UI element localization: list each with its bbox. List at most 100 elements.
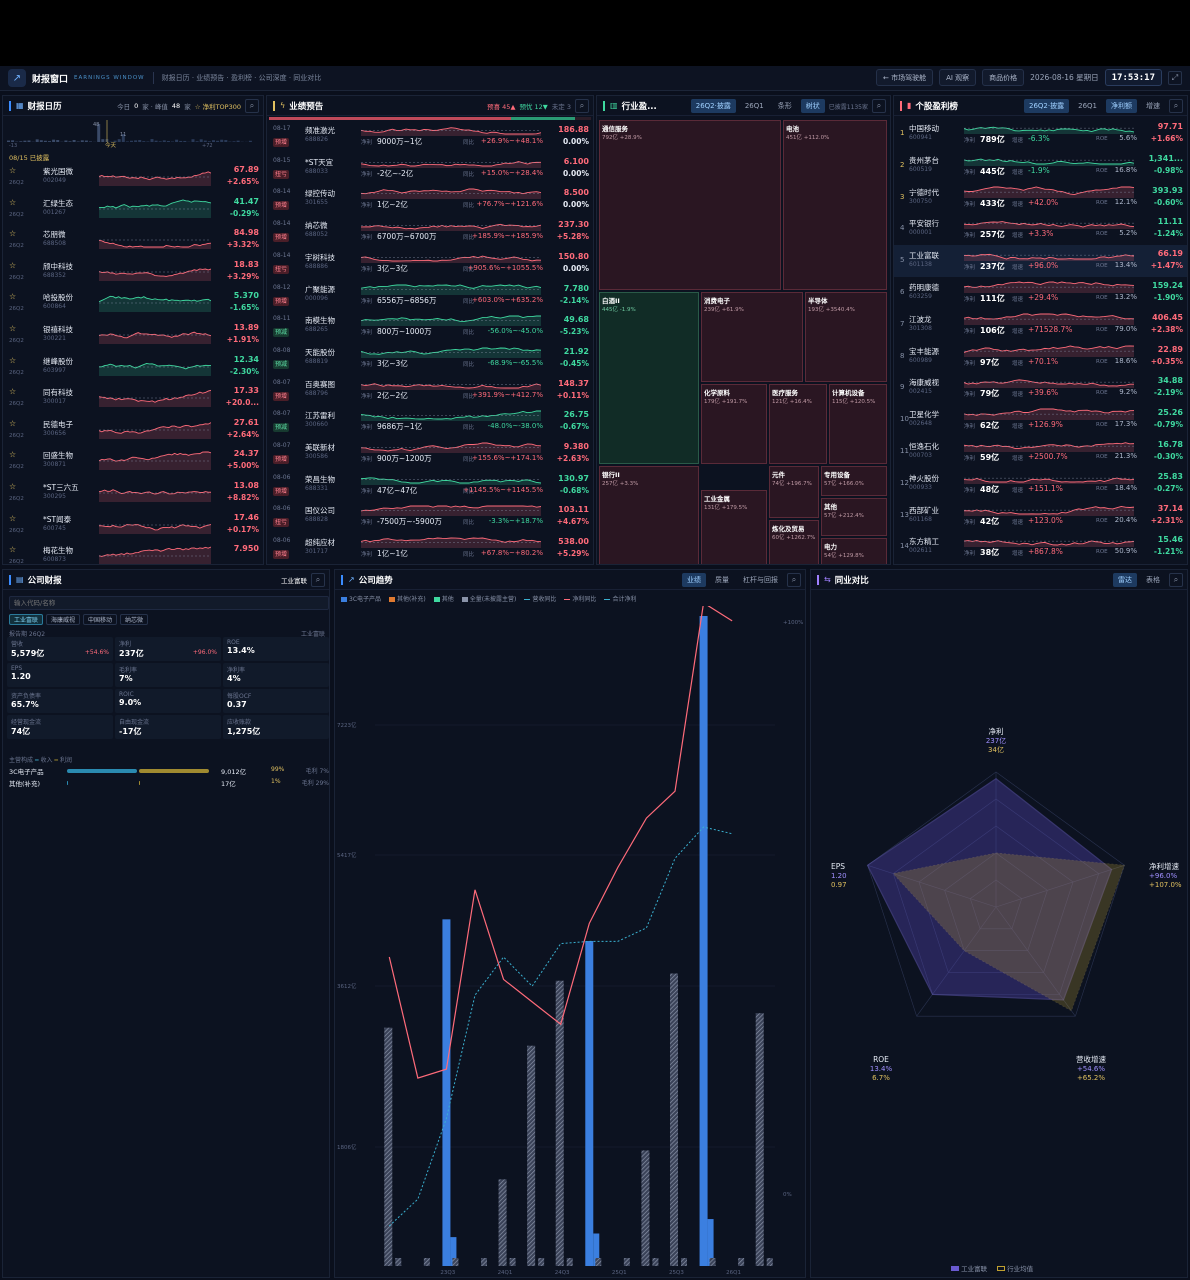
calendar-row[interactable]: ☆ 26Q2 继峰股份 603997 12.34 -2.30% bbox=[3, 352, 263, 384]
trend-bar-total[interactable] bbox=[498, 1179, 507, 1266]
trend-bar-total[interactable] bbox=[527, 1045, 536, 1266]
trend-bar-3c[interactable] bbox=[699, 616, 708, 1266]
trend-bar-small[interactable] bbox=[509, 1258, 516, 1266]
timeline-bar[interactable] bbox=[72, 139, 76, 142]
timeline-bar[interactable] bbox=[39, 140, 43, 142]
tab-leverage[interactable]: 杠杆与回报 bbox=[743, 576, 778, 584]
company-chip[interactable]: 纳芯微 bbox=[120, 614, 149, 625]
timeline-bar[interactable] bbox=[138, 139, 142, 142]
forecast-row[interactable]: 08-12 预增 广聚能源 000096 净利 6556万~6856万 同比 +603.0%~… bbox=[267, 281, 593, 313]
star-icon[interactable]: ☆ bbox=[9, 513, 17, 523]
timeline-bar[interactable] bbox=[224, 140, 228, 142]
timeline-bar[interactable] bbox=[216, 140, 220, 142]
calendar-timeline[interactable]: -13 今天 +72 48 11 bbox=[7, 120, 259, 150]
ranking-row[interactable]: 6 药明康德 603259 净利 111亿 增速 +29.4% ROE 13.2% 159.24 -… bbox=[894, 277, 1187, 309]
star-icon[interactable]: ☆ bbox=[9, 355, 17, 365]
ranking-row[interactable]: 7 江波龙 301308 净利 106亿 增速 +71528.7% ROE 79.0% 406.4… bbox=[894, 309, 1187, 341]
trend-legend-item[interactable]: 其他 bbox=[433, 594, 454, 603]
tab-growth[interactable]: 增速 bbox=[1146, 102, 1160, 110]
trend-bar-small[interactable] bbox=[738, 1258, 745, 1266]
star-icon[interactable]: ☆ bbox=[9, 482, 17, 491]
tab-performance[interactable]: 业绩 bbox=[682, 573, 706, 587]
zoom-icon[interactable]: ⌕ bbox=[787, 573, 801, 587]
treemap-tile[interactable]: 工业金属 131亿 +179.5% bbox=[701, 490, 767, 564]
star-icon[interactable]: ☆ bbox=[9, 166, 17, 175]
timeline-bar[interactable] bbox=[97, 124, 101, 142]
timeline-bar[interactable] bbox=[183, 140, 187, 142]
ranking-row[interactable]: 8 宝丰能源 600989 净利 97亿 增速 +70.1% ROE 18.6% 22.89 +0.… bbox=[894, 341, 1187, 373]
timeline-bar[interactable] bbox=[162, 140, 166, 142]
timeline-bar[interactable] bbox=[117, 139, 121, 142]
tab-26q1[interactable]: 26Q1 bbox=[1078, 102, 1097, 110]
calendar-row[interactable]: ☆ 26Q2 银禧科技 300221 13.89 +1.91% bbox=[3, 320, 263, 352]
timeline-bar[interactable] bbox=[203, 140, 207, 142]
timeline-bar[interactable] bbox=[19, 141, 23, 142]
timeline-bar[interactable] bbox=[23, 140, 27, 142]
trend-chart[interactable]: 7223亿 5417亿 3612亿 1806亿 +100% 0% 23Q3 24Q1 24Q3 2… bbox=[335, 606, 806, 1276]
timeline-bar[interactable] bbox=[101, 139, 105, 142]
ranking-row[interactable]: 13 西部矿业 601168 净利 42亿 增速 +123.0% ROE 20.4% 37.14 +… bbox=[894, 500, 1187, 532]
tab-26q1[interactable]: 26Q1 bbox=[744, 102, 764, 110]
treemap-tile[interactable]: 专用设备 57亿 +166.0% bbox=[821, 466, 887, 496]
calendar-row[interactable]: ☆ 26Q2 汇绿生态 001267 41.47 -0.29% bbox=[3, 194, 263, 226]
ranking-row[interactable]: 9 海康威视 002415 净利 79亿 增速 +39.6% ROE 9.2% 34.88 -2.1… bbox=[894, 372, 1187, 404]
star-icon[interactable]: ☆ bbox=[9, 324, 17, 333]
forecast-row[interactable]: 08-11 预减 南模生物 688265 净利 800万~1000万 同比 -56.0%~-4… bbox=[267, 312, 593, 344]
tab-tree-view[interactable]: 树状 bbox=[800, 99, 825, 113]
calendar-row[interactable]: ☆ 26Q2 芯朋微 688508 84.98 +3.32% bbox=[3, 225, 263, 257]
treemap-tile[interactable]: 电池 451亿 +112.0% bbox=[783, 120, 887, 290]
timeline-bar[interactable] bbox=[179, 140, 183, 142]
trend-bar-other[interactable] bbox=[707, 1219, 714, 1266]
timeline-bar[interactable] bbox=[68, 141, 72, 142]
trend-legend-item[interactable]: 营收同比 bbox=[524, 594, 556, 603]
forecast-unknown-count[interactable]: 未定 3 bbox=[551, 103, 571, 111]
timeline-bar[interactable] bbox=[154, 140, 158, 142]
timeline-bar[interactable] bbox=[80, 140, 84, 142]
timeline-bar[interactable] bbox=[121, 134, 125, 142]
ai-observe-button[interactable]: AI 观察 bbox=[939, 69, 977, 86]
timeline-bar[interactable] bbox=[212, 140, 215, 142]
treemap-tile[interactable]: 通信服务 792亿 +28.9% bbox=[599, 120, 781, 290]
forecast-row[interactable]: 08-14 预增 绿控传动 301655 净利 1亿~2亿 同比 +76.7%~+121.6%… bbox=[267, 185, 593, 217]
timeline-bar[interactable] bbox=[158, 141, 162, 142]
treemap-tile[interactable]: 医疗服务 121亿 +16.4% bbox=[769, 384, 827, 464]
trend-bar-small[interactable] bbox=[652, 1258, 659, 1266]
calendar-row[interactable]: ☆ 26Q2 梅花生物 600873 7.950 bbox=[3, 541, 263, 564]
calendar-row[interactable]: ☆ 26Q2 民德电子 300656 27.61 +2.64% bbox=[3, 415, 263, 447]
timeline-bar[interactable] bbox=[113, 140, 117, 142]
trend-legend-item[interactable]: 全量(未披露主营) bbox=[461, 594, 516, 603]
ranking-row[interactable]: 11 恒逸石化 000703 净利 59亿 增速 +2500.7% ROE 21.3% 16.78… bbox=[894, 436, 1187, 468]
calendar-row[interactable]: ☆ 26Q2 紫光国微 002049 67.89 +2.65% bbox=[3, 162, 263, 194]
zoom-icon[interactable]: ⌕ bbox=[1169, 573, 1183, 587]
trend-bar-small[interactable] bbox=[623, 1258, 630, 1266]
star-icon[interactable]: ☆ bbox=[9, 229, 17, 239]
treemap-tile[interactable]: 元件 74亿 +196.7% bbox=[769, 466, 819, 518]
trend-bar-small[interactable] bbox=[481, 1258, 487, 1266]
star-icon[interactable]: ☆ bbox=[9, 387, 17, 397]
star-icon[interactable]: ☆ bbox=[9, 418, 17, 428]
fullscreen-icon[interactable]: ⤢ bbox=[1168, 70, 1182, 85]
timeline-bar[interactable] bbox=[134, 140, 138, 142]
ranking-row[interactable]: 4 平安银行 000001 净利 257亿 增速 +3.3% ROE 5.2% 11.11 -1.2… bbox=[894, 213, 1187, 245]
treemap-tile[interactable]: 半导体 193亿 +3540.4% bbox=[805, 292, 887, 382]
forecast-row[interactable]: 08-07 预增 美联新材 300586 净利 900万~1200万 同比 +155.6%~+… bbox=[267, 439, 593, 471]
tab-quality[interactable]: 质量 bbox=[715, 576, 729, 584]
trend-bar-total[interactable] bbox=[755, 1013, 764, 1266]
timeline-bar[interactable] bbox=[52, 139, 56, 142]
timeline-bar[interactable] bbox=[89, 141, 92, 142]
timeline-bar[interactable] bbox=[35, 139, 39, 142]
timeline-bar[interactable] bbox=[146, 141, 150, 142]
trend-bar-total[interactable] bbox=[641, 1150, 650, 1266]
timeline-bar[interactable] bbox=[207, 141, 211, 142]
timeline-bar[interactable] bbox=[56, 140, 60, 142]
ranking-row[interactable]: 12 神火股份 000933 净利 48亿 增速 +151.1% ROE 18.4% 25.83 -… bbox=[894, 468, 1187, 500]
trend-bar-small[interactable] bbox=[452, 1258, 459, 1266]
forecast-row[interactable]: 08-06 扭亏 国仪公司 688828 净利 -7500万~-5900万 同比 -3.3%~… bbox=[267, 502, 593, 534]
timeline-bar[interactable] bbox=[130, 140, 133, 142]
ranking-row[interactable]: 1 中国移动 600941 净利 789亿 增速 -6.3% ROE 5.6% 97.71 +1.6… bbox=[894, 118, 1187, 150]
timeline-bar[interactable] bbox=[166, 141, 170, 142]
forecast-row[interactable]: 08-07 预增 百奥赛图 688796 净利 2亿~2亿 同比 +391.9%~+412.7… bbox=[267, 376, 593, 408]
trend-bar-other[interactable] bbox=[450, 1237, 457, 1266]
trend-bar-small[interactable] bbox=[681, 1258, 687, 1266]
